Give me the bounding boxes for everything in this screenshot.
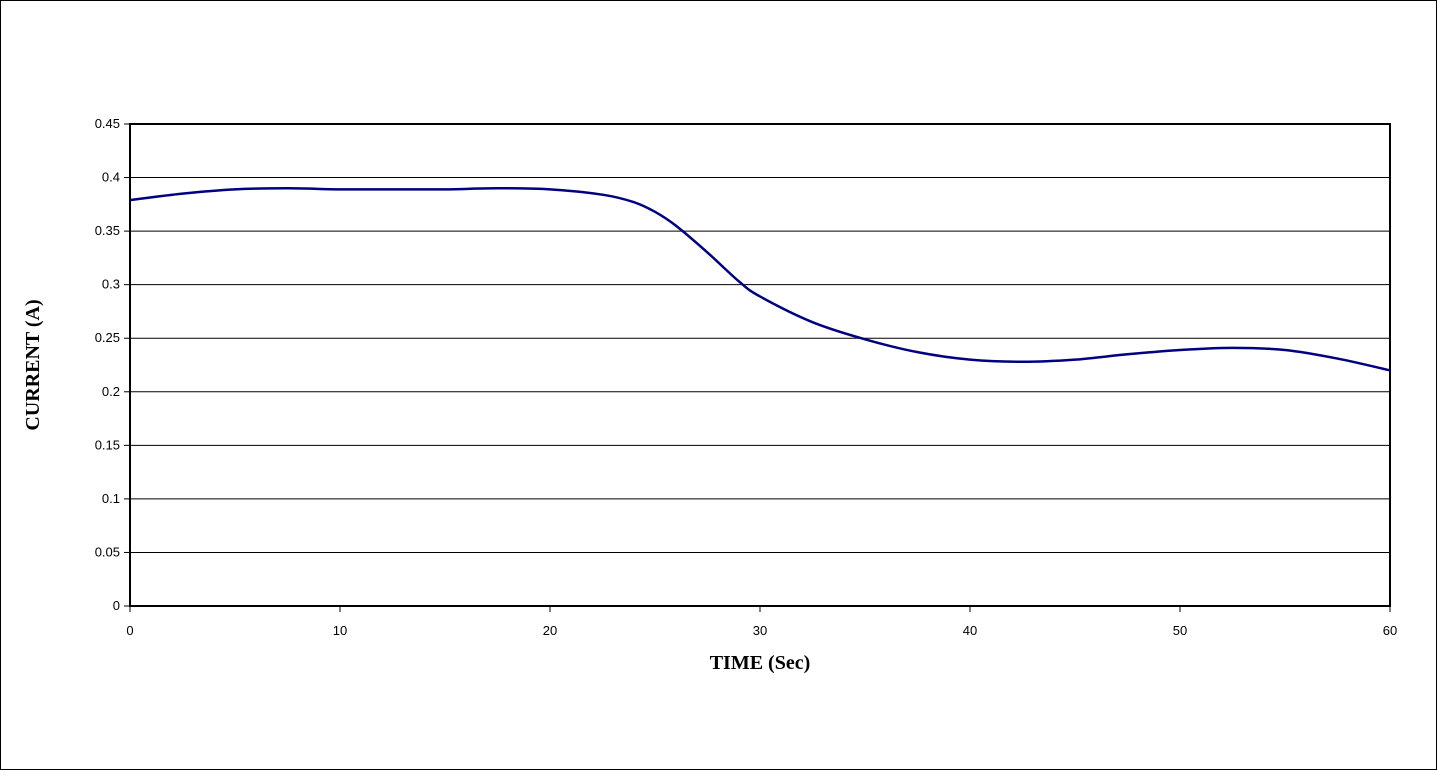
y-tick-label: 0.3	[102, 277, 120, 292]
y-tick-label: 0.35	[95, 223, 120, 238]
y-tick-label: 0.4	[102, 170, 120, 185]
y-tick-label: 0.15	[95, 437, 120, 452]
x-tick-label: 50	[1173, 623, 1187, 638]
x-tick-label: 10	[333, 623, 347, 638]
y-tick-label: 0.2	[102, 384, 120, 399]
plot-area	[129, 123, 1391, 607]
axis-ticks: 0 0.05 0.1 0.15 0.2 0.25 0.3 0.35 0.4 0.45 0 10 20 30…	[95, 116, 1398, 638]
gridlines	[130, 177, 1390, 553]
x-tick-label: 60	[1383, 623, 1397, 638]
x-tick-label: 0	[126, 623, 133, 638]
y-tick-label: 0.25	[95, 330, 120, 345]
x-tick-label: 30	[753, 623, 767, 638]
y-tick-label: 0.05	[95, 544, 120, 559]
y-tick-label: 0.45	[95, 116, 120, 131]
x-tick-label: 20	[543, 623, 557, 638]
x-tick-label: 40	[963, 623, 977, 638]
y-tick-label: 0	[113, 598, 120, 613]
series-layer	[129, 187, 1391, 372]
x-axis-title: TIME (Sec)	[710, 652, 811, 674]
series-line	[129, 187, 1391, 372]
y-tick-label: 0.1	[102, 491, 120, 506]
y-axis-title: CURRENT (A)	[22, 299, 44, 430]
